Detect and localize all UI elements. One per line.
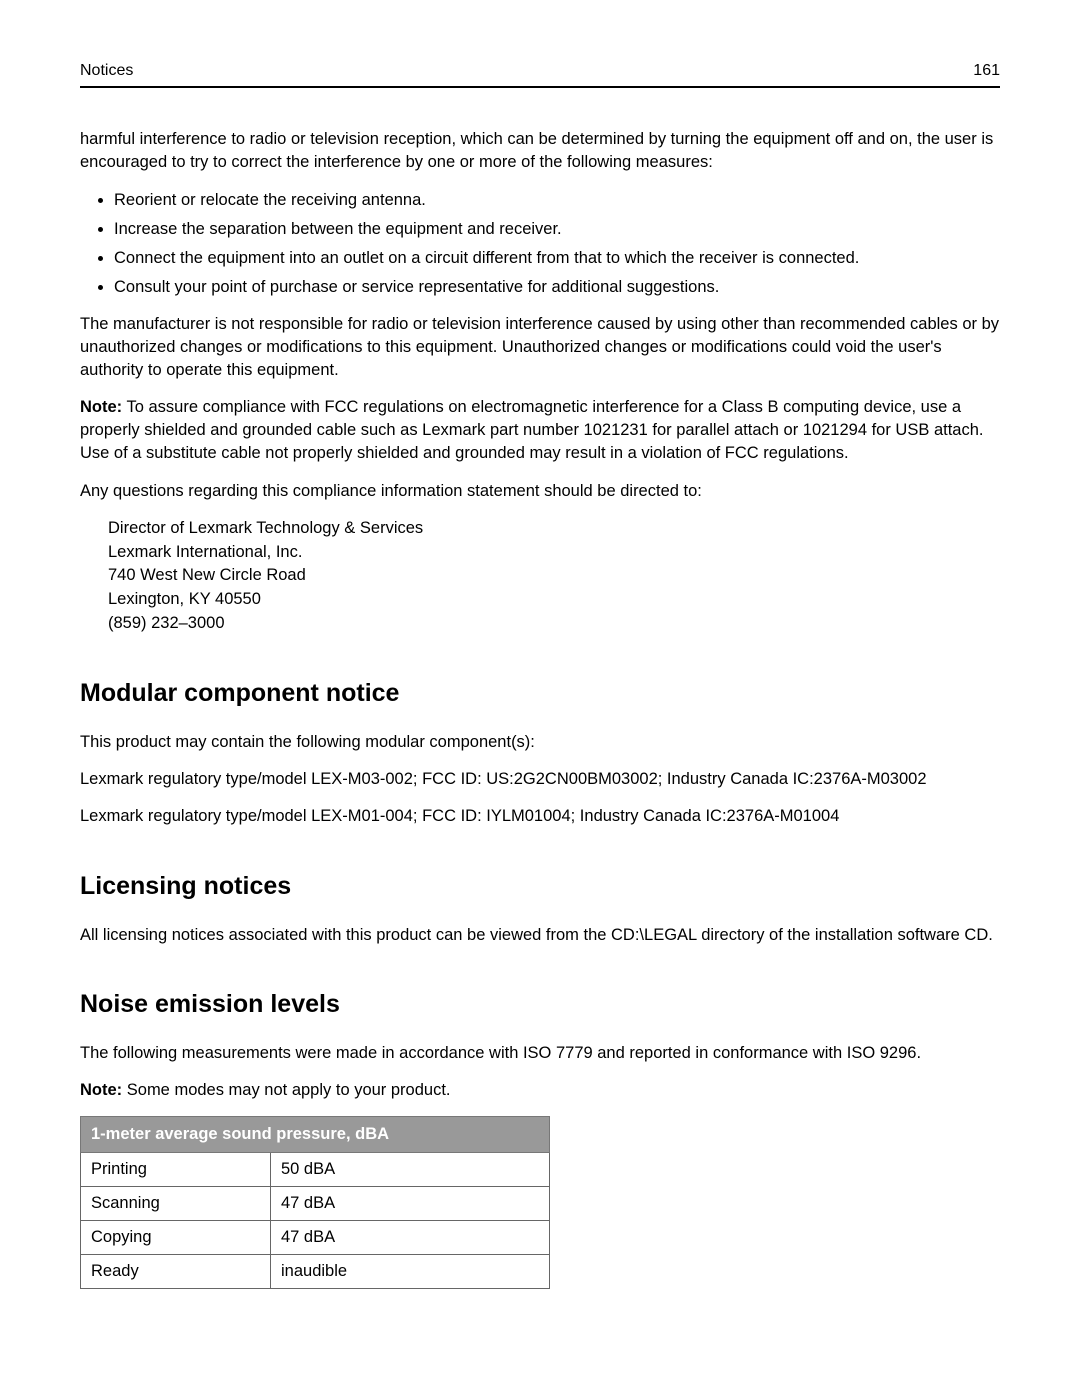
modular-line-1: Lexmark regulatory type/model LEX-M03-00… <box>80 768 1000 791</box>
mode-cell: Ready <box>81 1255 271 1289</box>
licensing-text: All licensing notices associated with th… <box>80 924 1000 947</box>
table-row: Copying 47 dBA <box>81 1221 550 1255</box>
table-header-row: 1-meter average sound pressure, dBA <box>81 1116 550 1152</box>
note-label: Note: <box>80 1081 122 1099</box>
modular-intro: This product may contain the following m… <box>80 731 1000 754</box>
list-item: Reorient or relocate the receiving anten… <box>114 189 1000 212</box>
address-block: Director of Lexmark Technology & Service… <box>108 517 1000 637</box>
table-row: Ready inaudible <box>81 1255 550 1289</box>
table-header: 1-meter average sound pressure, dBA <box>81 1116 550 1152</box>
header-page-number: 161 <box>973 60 1000 82</box>
modular-heading: Modular component notice <box>80 676 1000 711</box>
measures-list: Reorient or relocate the receiving anten… <box>114 189 1000 299</box>
value-cell: 47 dBA <box>271 1221 550 1255</box>
intro-paragraph: harmful interference to radio or televis… <box>80 128 1000 174</box>
modular-line-2: Lexmark regulatory type/model LEX-M01-00… <box>80 805 1000 828</box>
table-row: Scanning 47 dBA <box>81 1186 550 1220</box>
mode-cell: Copying <box>81 1221 271 1255</box>
questions-paragraph: Any questions regarding this compliance … <box>80 480 1000 503</box>
list-item: Consult your point of purchase or servic… <box>114 276 1000 299</box>
note-text: Some modes may not apply to your product… <box>122 1081 450 1099</box>
mode-cell: Printing <box>81 1152 271 1186</box>
address-line: Lexmark International, Inc. <box>108 541 1000 565</box>
page-header: Notices 161 <box>80 60 1000 88</box>
noise-intro: The following measurements were made in … <box>80 1042 1000 1065</box>
list-item: Increase the separation between the equi… <box>114 218 1000 241</box>
mode-cell: Scanning <box>81 1186 271 1220</box>
note-text: To assure compliance with FCC regulation… <box>80 398 983 462</box>
licensing-heading: Licensing notices <box>80 869 1000 904</box>
address-line: Lexington, KY 40550 <box>108 588 1000 612</box>
noise-table: 1-meter average sound pressure, dBA Prin… <box>80 1116 550 1289</box>
noise-heading: Noise emission levels <box>80 987 1000 1022</box>
note-label: Note: <box>80 398 122 416</box>
noise-note: Note: Some modes may not apply to your p… <box>80 1079 1000 1102</box>
address-line: (859) 232–3000 <box>108 612 1000 636</box>
note-paragraph: Note: To assure compliance with FCC regu… <box>80 396 1000 465</box>
value-cell: inaudible <box>271 1255 550 1289</box>
manufacturer-paragraph: The manufacturer is not responsible for … <box>80 313 1000 382</box>
header-section: Notices <box>80 60 133 82</box>
value-cell: 47 dBA <box>271 1186 550 1220</box>
value-cell: 50 dBA <box>271 1152 550 1186</box>
table-row: Printing 50 dBA <box>81 1152 550 1186</box>
list-item: Connect the equipment into an outlet on … <box>114 247 1000 270</box>
address-line: 740 West New Circle Road <box>108 564 1000 588</box>
address-line: Director of Lexmark Technology & Service… <box>108 517 1000 541</box>
